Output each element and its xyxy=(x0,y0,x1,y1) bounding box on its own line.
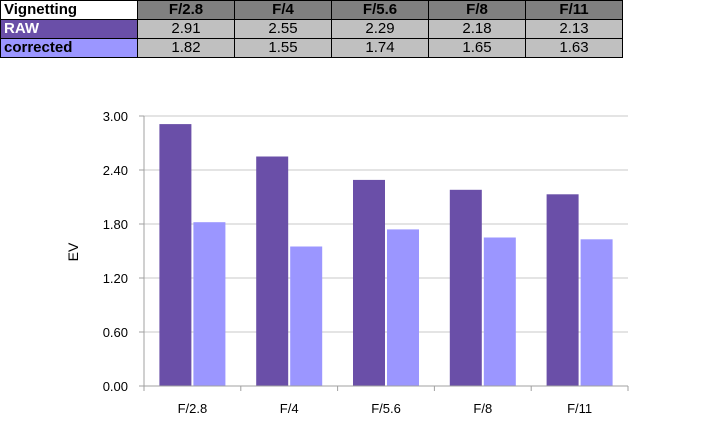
bar-corrected xyxy=(387,229,419,386)
column-header: F/4 xyxy=(234,0,332,20)
bar-raw xyxy=(546,194,579,386)
table-corner-label: Vignetting xyxy=(0,0,138,20)
row-label-raw: RAW xyxy=(0,19,138,39)
bar-corrected xyxy=(290,246,323,386)
bar-raw xyxy=(353,179,385,386)
x-tick-label: F/11 xyxy=(567,401,592,416)
x-tick-label: F/4 xyxy=(280,401,299,416)
x-tick-label: F/8 xyxy=(473,401,492,416)
bar-corrected xyxy=(580,239,613,386)
axes: 0.00 0.60 1.20 1.80 2.40 3.00 F/2.8 F/4 F/5.6 F/8… xyxy=(103,109,629,416)
y-tick-label: 1.20 xyxy=(103,271,128,286)
bar-raw xyxy=(159,124,192,386)
vignetting-table: Vignetting F/2.8 F/4 F/5.6 F/8 F/11 RAW … xyxy=(0,0,623,58)
bar-raw xyxy=(449,189,482,386)
y-tick-label: 0.00 xyxy=(103,379,128,394)
table-row: corrected 1.82 1.55 1.74 1.65 1.63 xyxy=(0,38,623,58)
table-cell: 2.18 xyxy=(428,19,526,39)
x-tick-label: F/5.6 xyxy=(371,401,401,416)
bar-corrected xyxy=(483,237,516,386)
y-tick-label: 1.80 xyxy=(103,217,128,232)
column-header: F/2.8 xyxy=(137,0,235,20)
table-cell: 1.55 xyxy=(234,38,332,58)
table-cell: 1.63 xyxy=(525,38,623,58)
table-header-row: Vignetting F/2.8 F/4 F/5.6 F/8 F/11 xyxy=(0,0,623,20)
table-cell: 2.55 xyxy=(234,19,332,39)
table-cell: 1.65 xyxy=(428,38,526,58)
x-tick-label: F/2.8 xyxy=(178,401,208,416)
y-tick-label: 2.40 xyxy=(103,163,128,178)
table-cell: 1.74 xyxy=(331,38,429,58)
column-header: F/11 xyxy=(525,0,623,20)
y-tick-label: 3.00 xyxy=(103,109,128,124)
bar-corrected xyxy=(193,222,226,386)
bar-raw xyxy=(256,156,289,386)
table-cell: 1.82 xyxy=(137,38,235,58)
y-tick-label: 0.60 xyxy=(103,325,128,340)
row-label-corrected: corrected xyxy=(0,38,138,58)
y-axis-title: EV xyxy=(65,242,81,261)
bars xyxy=(159,124,613,386)
column-header: F/8 xyxy=(428,0,526,20)
